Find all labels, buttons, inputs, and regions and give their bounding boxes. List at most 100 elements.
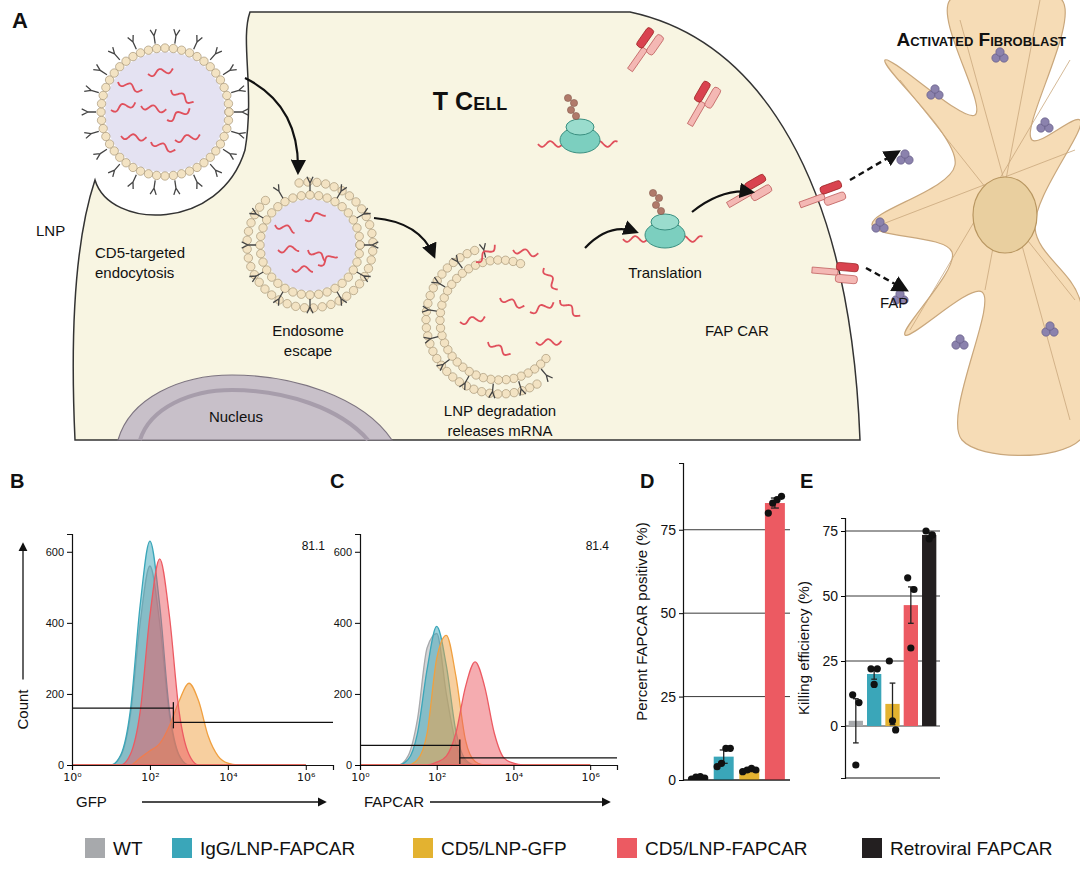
lipid (355, 232, 363, 240)
panel-label: E (800, 470, 813, 492)
lipid (368, 247, 376, 255)
data-point (886, 657, 893, 664)
antibody (84, 86, 99, 93)
annotation: 81.4 (586, 539, 610, 553)
tick: 10⁴ (505, 765, 524, 784)
data-point (871, 681, 878, 688)
lipid (429, 347, 437, 355)
lipid (364, 264, 372, 272)
panel-a: AT CellActivated FibroblastLNPCD5-target… (12, 0, 1080, 455)
mrna (308, 250, 326, 262)
ribosome-small (651, 214, 679, 230)
endosome-core (264, 199, 356, 291)
error-cap (771, 507, 779, 508)
lipid (244, 254, 252, 262)
antibody-layer (82, 29, 249, 195)
mrna (318, 256, 338, 266)
lipid (526, 384, 534, 392)
lipid (331, 284, 339, 292)
antibody (194, 175, 203, 189)
mrna (476, 245, 495, 262)
lipid (344, 273, 352, 281)
tick-mark (306, 765, 307, 770)
tick-mark (841, 596, 845, 597)
car-domain (823, 191, 846, 206)
plot-area (849, 527, 937, 768)
error-cap (871, 679, 877, 680)
lipid (297, 192, 305, 200)
tick-label: 10⁴ (505, 771, 524, 784)
lipid (216, 76, 224, 84)
data-point (892, 726, 899, 733)
tick-label: 10⁶ (581, 771, 600, 784)
lipid (262, 266, 270, 274)
lipid (353, 258, 361, 266)
antibody (150, 29, 156, 44)
axis-line (679, 464, 684, 781)
lipid (494, 256, 502, 264)
tick: 50 (822, 588, 845, 604)
peptide-bead (564, 94, 571, 101)
step-label: endocytosis (95, 264, 174, 281)
error-stem (910, 587, 911, 623)
lipid (502, 390, 510, 398)
lipid-layer (256, 191, 364, 299)
data-point (718, 760, 725, 767)
histogram (72, 566, 306, 765)
histogram (360, 635, 590, 765)
cell-label: T Cell (433, 87, 507, 115)
antibody (242, 242, 256, 248)
x-axis: 10⁰10²10⁴10⁶ (63, 765, 333, 784)
data-point (752, 766, 759, 773)
lipid (470, 385, 478, 393)
step-label: escape (284, 342, 332, 359)
chart-panel: 0255075Killing efficiency (%)E (795, 470, 940, 779)
fap-lobe (1046, 322, 1054, 330)
lipid-layer (243, 178, 377, 312)
car-domain (835, 274, 858, 284)
plot-area (72, 541, 333, 765)
data-point (874, 665, 881, 672)
particle-label: LNP (36, 222, 65, 239)
tick: 25 (822, 653, 845, 669)
panel-label: B (10, 470, 24, 492)
tick-mark (72, 765, 73, 770)
lipid (259, 258, 267, 266)
peptide-bead (572, 112, 579, 119)
mrna (460, 316, 485, 324)
histogram (72, 559, 306, 765)
data-point (907, 644, 914, 651)
lipid (436, 316, 444, 324)
tick: 200 (334, 688, 360, 700)
fap-molecule (1037, 118, 1053, 132)
tick-label: 25 (822, 653, 838, 669)
antibody (223, 64, 237, 74)
tick: 600 (334, 546, 360, 558)
mrna (543, 268, 557, 290)
data-point (929, 531, 936, 538)
lipid (224, 99, 232, 107)
target-label: Activated Fibroblast (896, 29, 1066, 50)
lipid (501, 256, 509, 264)
tick: 10⁶ (297, 765, 316, 784)
lipid (436, 324, 444, 332)
lipid (352, 198, 360, 206)
error-cap (908, 623, 914, 624)
antibody (519, 381, 526, 396)
lipid (244, 227, 252, 235)
lipid (327, 300, 335, 308)
lipid (344, 209, 352, 217)
bar (904, 605, 918, 726)
process-arrow (374, 218, 434, 256)
tick-mark (590, 765, 591, 770)
lipid (220, 132, 228, 140)
mrna (530, 302, 554, 313)
axis-line (67, 535, 73, 766)
lipid (509, 257, 517, 265)
fap-molecule (1042, 322, 1058, 336)
lipid (335, 297, 343, 305)
y-axis: 0200400600 (334, 535, 361, 772)
y-axis: 0200400600 (46, 535, 73, 772)
antibody (194, 35, 203, 49)
axis-line (73, 766, 334, 771)
